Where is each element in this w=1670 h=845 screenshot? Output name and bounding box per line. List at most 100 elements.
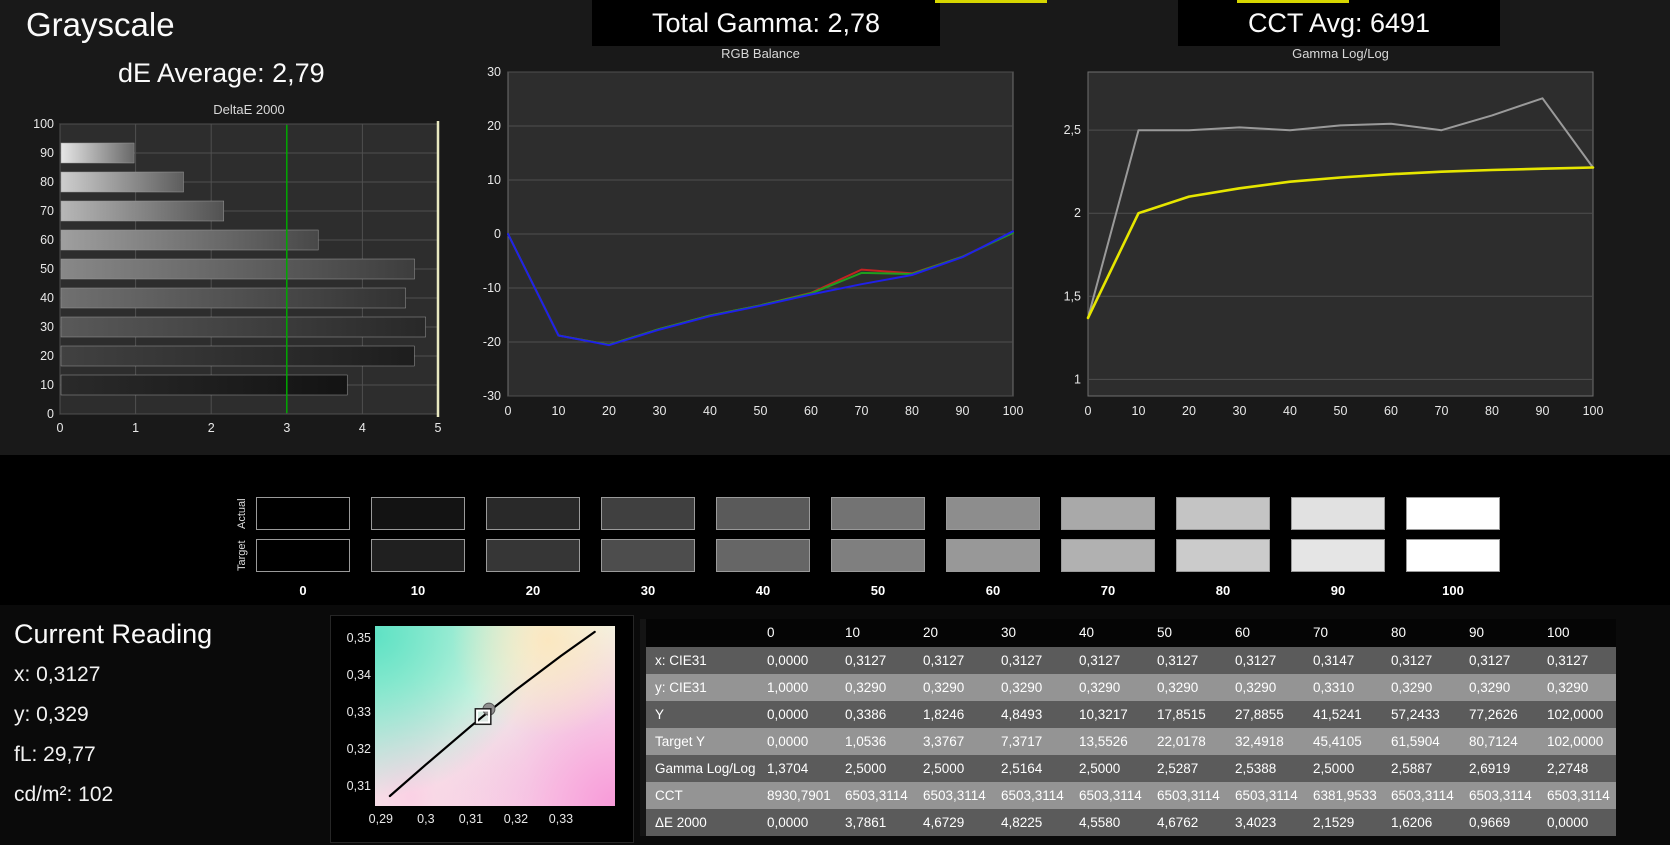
svg-text:20: 20 [487, 119, 501, 133]
cie-x-tick: 0,31 [458, 812, 484, 826]
page-title: Grayscale [26, 6, 175, 43]
svg-text:20: 20 [40, 349, 54, 363]
swatch-level-label: 70 [1100, 583, 1116, 598]
cie-y-tick: 0,35 [346, 630, 371, 645]
table-cell: 0,3127 [1547, 653, 1589, 668]
swatch-actual-100 [1406, 497, 1500, 530]
table-cell: 27,8855 [1235, 707, 1284, 722]
svg-text:RGB Balance: RGB Balance [721, 46, 800, 61]
table-row: CCT 8930,7901 6503,3114 6503,3114 6503,3114 6… [646, 782, 1616, 809]
table-header-row: 0 10 20 30 40 50 60 70 80 90 100 [646, 619, 1616, 647]
table-cell: 0,3290 [1391, 680, 1433, 695]
table-cell: 6503,3114 [845, 788, 908, 803]
svg-text:0: 0 [1085, 404, 1092, 418]
table-cell: 0,0000 [767, 707, 809, 722]
table-cell: 3,7861 [845, 815, 887, 830]
target-point-marker [476, 709, 491, 724]
cie-y-tick: 0,34 [346, 667, 371, 682]
table-column-header: 20 [923, 625, 939, 640]
svg-text:2: 2 [208, 421, 215, 435]
svg-text:Gamma Log/Log: Gamma Log/Log [1292, 46, 1389, 61]
table-cell: 2,5887 [1391, 761, 1433, 776]
table-cell: 80,7124 [1469, 734, 1518, 749]
swatch-target-60 [946, 539, 1040, 572]
svg-text:-20: -20 [483, 335, 501, 349]
svg-text:1,5: 1,5 [1064, 289, 1081, 303]
svg-text:4: 4 [359, 421, 366, 435]
table-row: Gamma Log/Log 1,3704 2,5000 2,5000 2,5164 2,5… [646, 755, 1616, 782]
table-cell: 17,8515 [1157, 707, 1206, 722]
table-cell: 0,3127 [1001, 653, 1043, 668]
swatch-actual-80 [1176, 497, 1270, 530]
table-cell: 0,3147 [1313, 653, 1355, 668]
svg-text:100: 100 [33, 117, 54, 131]
de-average-label: dE Average: 2,79 [118, 58, 325, 88]
svg-text:80: 80 [40, 175, 54, 189]
table-cell: 0,3290 [1079, 680, 1121, 695]
swatch-actual-70 [1061, 497, 1155, 530]
reading-x: x: 0,3127 [14, 663, 101, 686]
svg-text:0: 0 [47, 407, 54, 421]
table-cell: 13,5526 [1079, 734, 1128, 749]
table-row-label: x: CIE31 [655, 653, 707, 668]
table-column-header: 60 [1235, 625, 1251, 640]
svg-text:0: 0 [57, 421, 64, 435]
table-cell: 10,3217 [1079, 707, 1128, 722]
target-row-label: Target [236, 540, 248, 571]
table-cell: 4,6729 [923, 815, 965, 830]
svg-text:100: 100 [1583, 404, 1604, 418]
table-cell: 0,3127 [1079, 653, 1121, 668]
table-row-label: Target Y [655, 734, 706, 749]
swatch-actual-30 [601, 497, 695, 530]
rgb-balance-chart: RGB Balance 30 20 10 0 -10 -20 -30 0 10 20 30 40 50 60… [468, 28, 1043, 435]
cie-gamut-area [375, 626, 615, 806]
table-cell: 1,0000 [767, 680, 809, 695]
svg-text:30: 30 [1233, 404, 1247, 418]
swatch-level-label: 90 [1330, 583, 1346, 598]
svg-text:60: 60 [804, 404, 818, 418]
table-cell: 1,6206 [1391, 815, 1433, 830]
svg-text:10: 10 [40, 378, 54, 392]
table-cell: 0,0000 [767, 734, 809, 749]
table-cell: 0,3310 [1313, 680, 1355, 695]
table-cell: 2,5164 [1001, 761, 1043, 776]
swatch-level-label: 10 [410, 583, 426, 598]
svg-text:20: 20 [1182, 404, 1196, 418]
table-column-header: 80 [1391, 625, 1407, 640]
table-cell: 4,8225 [1001, 815, 1043, 830]
table-cell: 6503,3114 [1391, 788, 1454, 803]
table-cell: 2,5287 [1157, 761, 1199, 776]
swatch-target-10 [371, 539, 465, 572]
cie-x-tick: 0,32 [503, 812, 529, 826]
table-cell: 6503,3114 [1001, 788, 1064, 803]
table-cell: 102,0000 [1547, 734, 1604, 749]
svg-text:1: 1 [132, 421, 139, 435]
table-cell: 3,4023 [1235, 815, 1277, 830]
swatch-level-label: 50 [870, 583, 886, 598]
table-cell: 0,9669 [1469, 815, 1511, 830]
table-column-header: 90 [1469, 625, 1485, 640]
table-cell: 4,5580 [1079, 815, 1121, 830]
cie-y-tick: 0,32 [346, 741, 371, 756]
top-accent-mark [935, 0, 1047, 3]
table-cell: 4,8493 [1001, 707, 1043, 722]
svg-text:-30: -30 [483, 389, 501, 403]
svg-text:40: 40 [1283, 404, 1297, 418]
total-gamma-label: Total Gamma: 2,78 [592, 0, 940, 46]
table-cell: 41,5241 [1313, 707, 1362, 722]
swatch-target-0 [256, 539, 350, 572]
svg-text:90: 90 [40, 146, 54, 160]
swatch-level-label: 40 [755, 583, 771, 598]
table-cell: 77,2626 [1469, 707, 1518, 722]
table-row: ΔE 2000 0,0000 3,7861 4,6729 4,8225 4,5580 4,6… [646, 809, 1616, 836]
current-reading-title: Current Reading [14, 619, 213, 649]
table-cell: 6503,3114 [1079, 788, 1142, 803]
svg-text:50: 50 [754, 404, 768, 418]
svg-text:90: 90 [1536, 404, 1550, 418]
svg-text:2,5: 2,5 [1064, 123, 1081, 137]
table-cell: 0,3290 [1157, 680, 1199, 695]
svg-text:50: 50 [40, 262, 54, 276]
table-cell: 45,4105 [1313, 734, 1362, 749]
table-row-label: CCT [655, 788, 683, 803]
table-cell: 1,8246 [923, 707, 965, 722]
